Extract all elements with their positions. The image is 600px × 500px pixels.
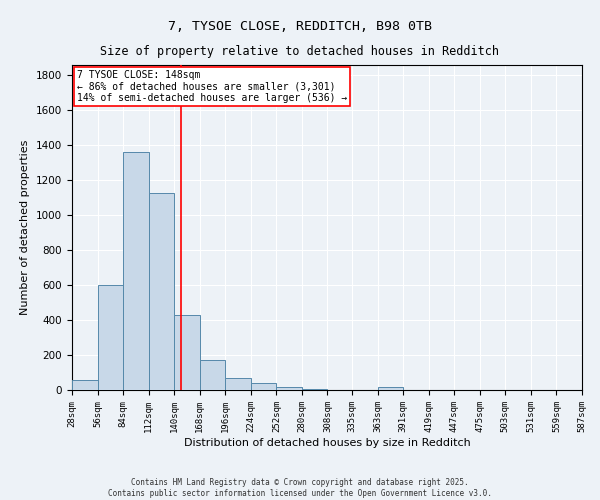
Bar	[200, 360, 225, 390]
Bar	[225, 378, 251, 390]
Bar	[377, 388, 403, 390]
Bar	[302, 389, 328, 390]
Bar	[174, 315, 200, 390]
Bar	[123, 152, 149, 390]
Text: Contains HM Land Registry data © Crown copyright and database right 2025.
Contai: Contains HM Land Registry data © Crown c…	[108, 478, 492, 498]
Bar	[251, 383, 277, 390]
Bar	[72, 380, 98, 390]
Text: 7, TYSOE CLOSE, REDDITCH, B98 0TB: 7, TYSOE CLOSE, REDDITCH, B98 0TB	[168, 20, 432, 33]
Bar	[277, 386, 302, 390]
Bar	[98, 285, 123, 390]
Text: Size of property relative to detached houses in Redditch: Size of property relative to detached ho…	[101, 45, 499, 58]
Y-axis label: Number of detached properties: Number of detached properties	[20, 140, 31, 315]
X-axis label: Distribution of detached houses by size in Redditch: Distribution of detached houses by size …	[184, 438, 470, 448]
Bar	[149, 192, 174, 390]
Text: 7 TYSOE CLOSE: 148sqm
← 86% of detached houses are smaller (3,301)
14% of semi-d: 7 TYSOE CLOSE: 148sqm ← 86% of detached …	[77, 70, 347, 103]
